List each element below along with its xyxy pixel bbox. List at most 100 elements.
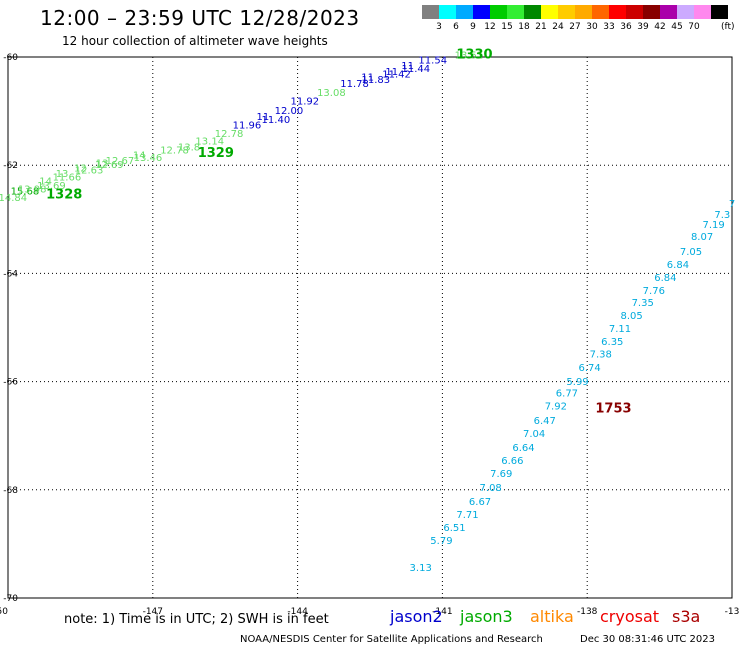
legend-swatch <box>524 5 541 19</box>
wave-height-value: 14 <box>133 151 146 162</box>
wave-height-value: 13.8 <box>178 143 200 154</box>
x-tick-label: -144 <box>287 607 308 617</box>
wave-height-value: 15.68 <box>11 186 40 197</box>
wave-height-value: 13.51 <box>455 51 484 62</box>
wave-height-value: 6.67 <box>469 497 491 508</box>
satellite-name-cryosat: cryosat <box>600 607 660 626</box>
legend-label: 15 <box>501 22 513 32</box>
wave-height-value: 6.74 <box>578 363 600 374</box>
legend-label: 18 <box>518 22 530 32</box>
legend-swatch <box>575 5 592 19</box>
y-tick-label: -60 <box>3 53 18 63</box>
legend-swatch <box>643 5 660 19</box>
pass-label: 1328 <box>46 188 82 203</box>
legend-swatch <box>507 5 524 19</box>
wave-height-value: 12.78 <box>215 129 244 140</box>
satellite-name-s3a: s3a <box>672 607 701 626</box>
wave-height-value: 11.40 <box>262 115 291 126</box>
legend-swatch <box>626 5 643 19</box>
wave-height-value: 12.69 <box>95 160 124 171</box>
wave-height-value: 6.66 <box>501 456 523 467</box>
legend-swatch <box>609 5 626 19</box>
pass-label: 1753 <box>595 401 631 416</box>
satellite-name-jason3: jason3 <box>460 607 513 626</box>
legend-label: 21 <box>535 22 547 32</box>
wave-height-value: 7 <box>729 199 735 210</box>
wave-height-value: 11.96 <box>233 120 262 131</box>
legend-swatch <box>456 5 473 19</box>
wave-height-value: 11.44 <box>402 64 431 75</box>
chart-title: 12:00 – 23:59 UTC 12/28/2023 <box>40 6 360 30</box>
wave-height-value: 12.00 <box>275 106 304 117</box>
y-tick-label: -70 <box>3 594 18 604</box>
wave-height-value: 13.98 <box>18 184 47 195</box>
wave-height-value: 7.05 <box>680 247 702 258</box>
wave-height-value: 8.05 <box>620 311 642 322</box>
x-tick-label: -13 <box>725 607 740 617</box>
legend-swatch <box>490 5 507 19</box>
legend-label: 24 <box>552 22 564 32</box>
wave-height-value: 7.04 <box>523 429 545 440</box>
footer-credit: NOAA/NESDIS Center for Satellite Applica… <box>240 634 543 645</box>
legend-swatch <box>473 5 490 19</box>
wave-height-value: 11.78 <box>340 79 369 90</box>
legend-label: 39 <box>637 22 649 32</box>
wave-height-value: 6.64 <box>512 443 534 454</box>
wave-height-value: 6.84 <box>667 260 689 271</box>
wave-height-value: 5.99 <box>566 377 588 388</box>
y-tick-label: -68 <box>3 486 18 496</box>
wave-height-value: 11 <box>361 72 374 83</box>
y-tick-label: -62 <box>3 161 18 171</box>
x-tick-label: -150 <box>0 607 8 617</box>
wave-height-value: 7.92 <box>545 402 567 413</box>
x-tick-label: -141 <box>432 607 452 617</box>
y-tick-label: -66 <box>3 378 18 388</box>
wave-height-value: 7.71 <box>456 510 478 521</box>
plot-frame <box>7 56 733 599</box>
wave-height-value: 11.54 <box>418 55 447 66</box>
y-tick-label: -64 <box>3 269 18 279</box>
wave-height-value: 12.67 <box>106 156 135 167</box>
wave-height-value: 14.84 <box>0 193 27 204</box>
wave-height-value: 7.69 <box>490 469 512 480</box>
wave-height-value: 13.69 <box>37 181 66 192</box>
wave-height-value: 7.3 <box>714 210 730 221</box>
wave-height-value: 11.83 <box>361 75 390 86</box>
wave-height-value: 6.51 <box>443 523 465 534</box>
wave-height-value: 6.47 <box>534 416 556 427</box>
legend-unit-label: (ft) <box>721 22 735 32</box>
legend-swatch <box>711 5 728 19</box>
legend-label: 3 <box>436 22 442 32</box>
legend-swatch <box>660 5 677 19</box>
wave-height-value: 13 <box>56 169 69 180</box>
satellite-name-altika: altika <box>530 607 574 626</box>
wave-height-value: 8.07 <box>691 232 713 243</box>
wave-height-value: 11.66 <box>53 172 82 183</box>
legend-label: 30 <box>586 22 598 32</box>
wave-height-value: 11.42 <box>382 70 411 81</box>
wave-height-value: 3.13 <box>410 563 432 574</box>
legend-swatch <box>677 5 694 19</box>
legend-swatch <box>694 5 711 19</box>
wave-height-value: 7.19 <box>703 220 725 231</box>
legend-label: 70 <box>688 22 700 32</box>
wave-height-value: 7.11 <box>609 324 631 335</box>
wave-height-value: 6.84 <box>654 273 676 284</box>
wave-height-value: 13.08 <box>317 88 346 99</box>
wave-height-value: 7.35 <box>632 298 654 309</box>
wave-height-value: 6.35 <box>601 337 623 348</box>
wave-height-value: 13 <box>96 158 109 169</box>
wave-height-value: 12 <box>74 164 87 175</box>
legend-label: 36 <box>620 22 632 32</box>
wave-height-value: 14 <box>39 177 52 188</box>
legend-label: 12 <box>484 22 496 32</box>
legend-label: 27 <box>569 22 581 32</box>
legend-label: 6 <box>453 22 459 32</box>
satellite-name-jason2: jason2 <box>390 607 443 626</box>
wave-height-value: 7.76 <box>643 286 665 297</box>
wave-height-value: 5.79 <box>430 536 452 547</box>
pass-label: 1330 <box>456 48 492 63</box>
pass-label: 1329 <box>198 146 234 161</box>
wave-height-value: 11 <box>401 61 414 72</box>
